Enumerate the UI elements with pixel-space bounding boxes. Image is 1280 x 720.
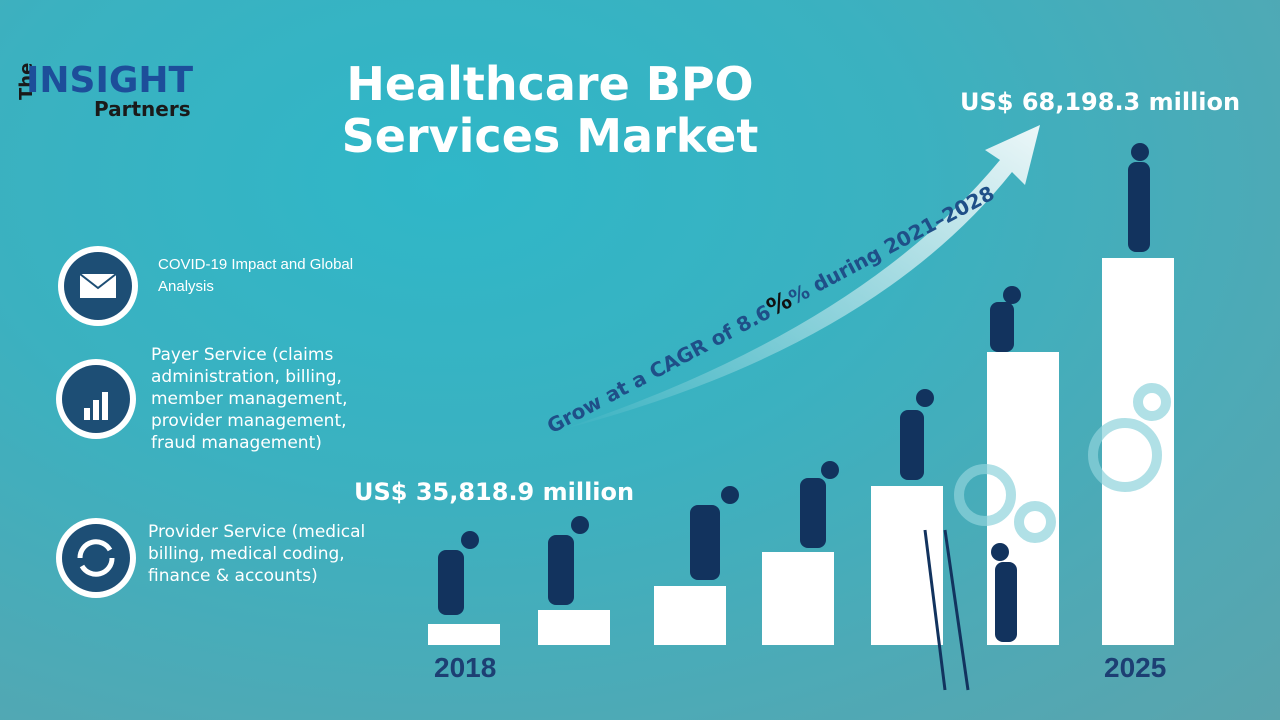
title: Healthcare BPO Services Market <box>300 58 800 162</box>
logo-the: The <box>16 63 37 100</box>
title-line: Services Market <box>341 109 759 163</box>
icons <box>56 246 138 598</box>
figures <box>438 143 1150 642</box>
year: 2025 <box>1104 652 1167 683</box>
logo-partners: Partners <box>94 97 191 121</box>
item: COVID-19 Impact and Global Analysis <box>158 256 354 295</box>
bars <box>428 258 1174 645</box>
year: 2018 <box>434 652 497 683</box>
ladder <box>923 529 970 691</box>
end-value: US$ 68,198.3 million <box>960 88 1241 116</box>
start-value: US$ 35,818.9 million <box>354 478 635 506</box>
item: Payer Service (claims administration, bi… <box>151 345 348 453</box>
logo-insight: INSIGHT <box>26 60 194 101</box>
title-line: Healthcare BPO <box>346 57 754 111</box>
item: Provider Service (medical billing, medic… <box>148 522 366 586</box>
gears <box>954 383 1171 543</box>
